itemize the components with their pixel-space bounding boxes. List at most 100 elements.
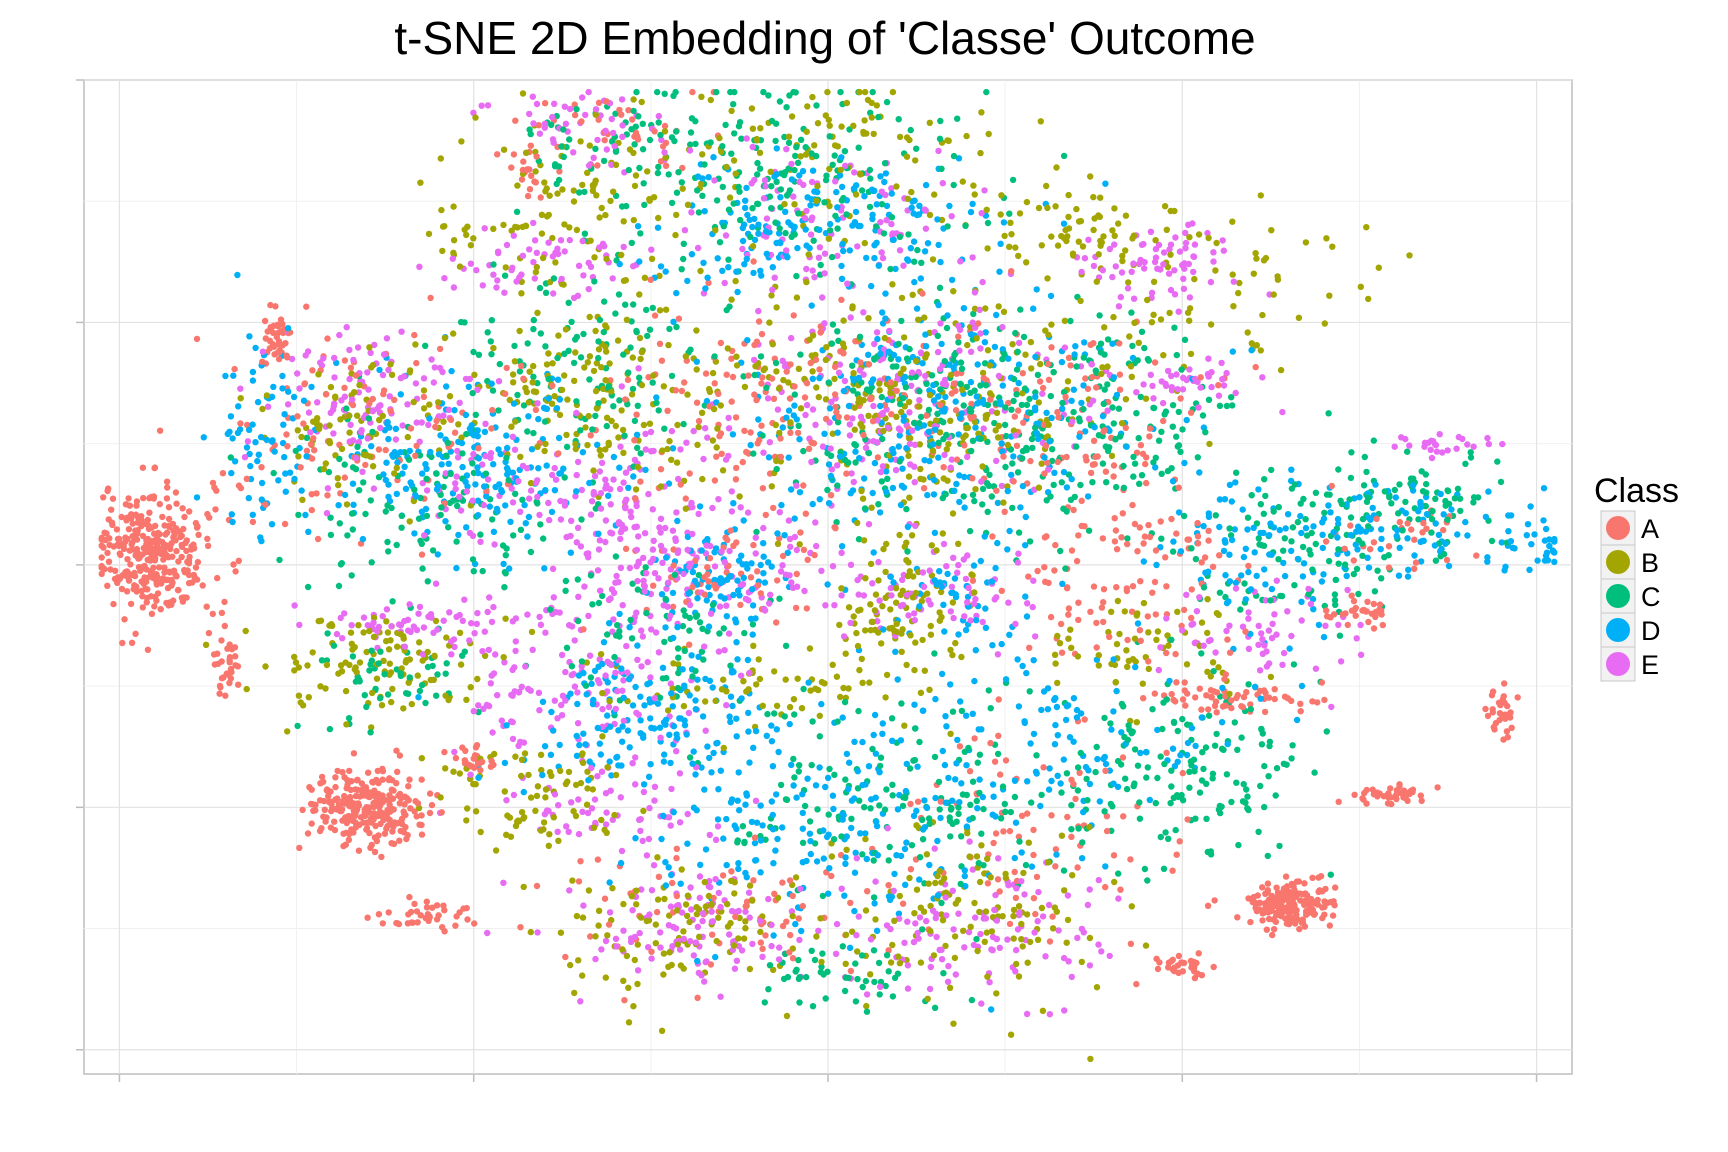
point-class-c bbox=[1265, 773, 1272, 780]
point-class-c bbox=[971, 387, 978, 394]
point-class-d bbox=[898, 482, 906, 489]
axis-ticks bbox=[76, 79, 1538, 1082]
point-class-e bbox=[700, 290, 708, 297]
point-class-a bbox=[1163, 749, 1170, 756]
point-class-c bbox=[349, 526, 356, 533]
point-class-b bbox=[343, 721, 350, 728]
point-class-a bbox=[1188, 614, 1195, 622]
point-class-c bbox=[445, 524, 452, 531]
point-class-d bbox=[1011, 777, 1019, 784]
point-class-b bbox=[1111, 878, 1118, 886]
point-class-d bbox=[885, 348, 892, 355]
point-class-a bbox=[112, 567, 119, 574]
point-class-e bbox=[922, 207, 929, 214]
point-class-e bbox=[337, 614, 344, 622]
point-class-c bbox=[1399, 527, 1406, 534]
point-class-c bbox=[824, 486, 831, 494]
point-class-c bbox=[1129, 342, 1136, 350]
point-class-d bbox=[637, 693, 644, 700]
point-class-a bbox=[471, 920, 478, 927]
point-class-b bbox=[794, 675, 801, 682]
point-class-b bbox=[968, 571, 975, 578]
point-class-c bbox=[716, 630, 723, 637]
point-class-b bbox=[450, 249, 457, 256]
point-class-a bbox=[1265, 694, 1273, 701]
point-class-d bbox=[723, 861, 730, 869]
point-class-e bbox=[673, 748, 680, 755]
point-class-e bbox=[1030, 577, 1037, 584]
point-class-d bbox=[932, 695, 939, 703]
point-class-b bbox=[949, 510, 957, 517]
point-class-a bbox=[1281, 693, 1289, 700]
point-class-c bbox=[434, 671, 441, 678]
point-class-c bbox=[856, 797, 863, 804]
point-class-b bbox=[305, 694, 312, 701]
point-class-e bbox=[1090, 262, 1098, 270]
point-class-b bbox=[662, 154, 669, 161]
point-class-b bbox=[291, 653, 298, 661]
point-class-c bbox=[942, 491, 949, 498]
point-class-b bbox=[1166, 309, 1173, 317]
point-class-a bbox=[774, 577, 781, 584]
point-class-a bbox=[713, 453, 720, 460]
point-class-b bbox=[644, 168, 651, 175]
point-class-d bbox=[996, 268, 1003, 275]
point-class-d bbox=[1248, 347, 1255, 354]
point-class-c bbox=[1122, 775, 1129, 782]
point-class-d bbox=[254, 398, 262, 406]
point-class-a bbox=[282, 340, 289, 347]
point-class-c bbox=[1026, 688, 1033, 695]
point-class-e bbox=[291, 602, 298, 609]
point-class-d bbox=[904, 523, 912, 530]
point-class-c bbox=[1162, 408, 1170, 415]
point-class-d bbox=[990, 793, 997, 800]
point-class-d bbox=[200, 434, 207, 441]
point-class-a bbox=[179, 505, 186, 512]
point-class-d bbox=[982, 329, 989, 336]
point-class-e bbox=[978, 210, 985, 217]
point-class-d bbox=[934, 837, 941, 845]
point-class-c bbox=[911, 258, 918, 265]
point-class-b bbox=[925, 880, 932, 887]
point-class-c bbox=[782, 642, 790, 649]
point-class-d bbox=[1205, 513, 1213, 520]
point-class-c bbox=[885, 968, 892, 975]
point-class-c bbox=[1038, 791, 1045, 799]
point-class-e bbox=[831, 602, 838, 609]
point-class-e bbox=[1039, 913, 1047, 920]
point-class-b bbox=[343, 501, 351, 508]
point-class-b bbox=[564, 396, 571, 403]
point-class-a bbox=[966, 768, 974, 775]
point-class-d bbox=[637, 730, 644, 737]
point-class-a bbox=[125, 526, 133, 533]
point-class-e bbox=[696, 894, 703, 902]
point-class-d bbox=[851, 907, 858, 915]
point-class-b bbox=[904, 572, 912, 580]
point-class-a bbox=[1030, 851, 1037, 859]
point-class-d bbox=[507, 518, 514, 525]
point-class-b bbox=[509, 371, 517, 378]
point-class-a bbox=[1387, 785, 1394, 792]
point-class-c bbox=[858, 379, 865, 386]
point-class-e bbox=[1239, 623, 1247, 630]
point-class-b bbox=[1010, 935, 1017, 942]
point-class-c bbox=[1073, 363, 1080, 370]
point-class-a bbox=[355, 847, 363, 854]
point-class-e bbox=[418, 419, 425, 426]
point-class-e bbox=[612, 935, 620, 942]
point-class-b bbox=[370, 614, 378, 621]
point-class-b bbox=[1126, 333, 1133, 340]
point-class-e bbox=[478, 102, 485, 109]
point-class-c bbox=[454, 502, 461, 510]
point-class-d bbox=[974, 805, 981, 812]
point-class-a bbox=[156, 500, 163, 508]
point-class-d bbox=[692, 771, 699, 778]
point-class-a bbox=[762, 932, 769, 939]
point-class-c bbox=[692, 118, 699, 125]
point-class-a bbox=[1301, 880, 1308, 887]
point-class-e bbox=[1255, 622, 1262, 630]
point-class-a bbox=[464, 916, 471, 923]
point-class-e bbox=[640, 554, 647, 562]
point-class-d bbox=[1325, 502, 1332, 509]
point-class-a bbox=[1295, 878, 1303, 885]
